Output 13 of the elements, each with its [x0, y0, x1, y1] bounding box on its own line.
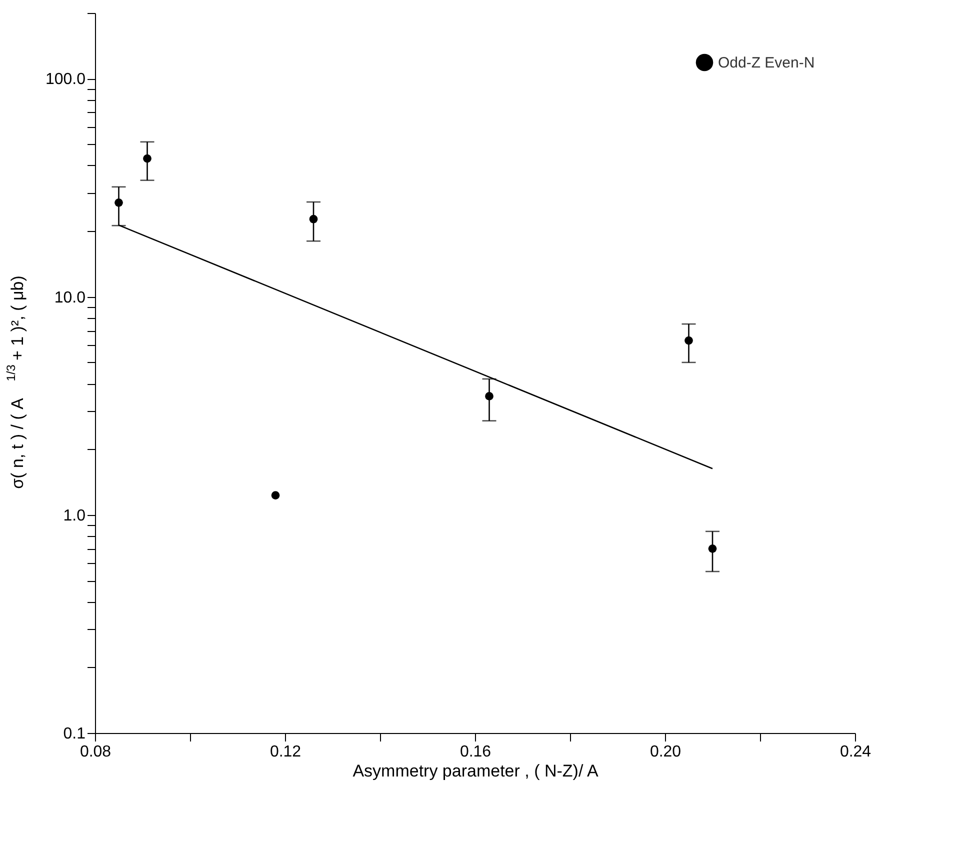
y-tick-label: 0.1	[63, 726, 86, 742]
x-axis-title: Asymmetry parameter , ( N-Z)/ A	[352, 762, 599, 780]
y-tick-label: 10.0	[54, 289, 86, 306]
point	[271, 491, 280, 500]
y-tick-label: 100.0	[45, 71, 86, 88]
y-tick-label: 1.0	[63, 507, 86, 524]
x-tick-label: 0.12	[270, 744, 302, 760]
legend-label: Odd-Z Even-N	[718, 54, 815, 72]
x-tick-label: 0.16	[460, 744, 492, 760]
x-tick-label: 0.20	[650, 744, 682, 760]
y-axis-title: σ( n, t ) / ( A1/3 + 1 )², ( μb)	[4, 276, 27, 489]
x-tick-label: 0.24	[840, 744, 872, 760]
x-tick-label: 0.08	[80, 744, 112, 760]
